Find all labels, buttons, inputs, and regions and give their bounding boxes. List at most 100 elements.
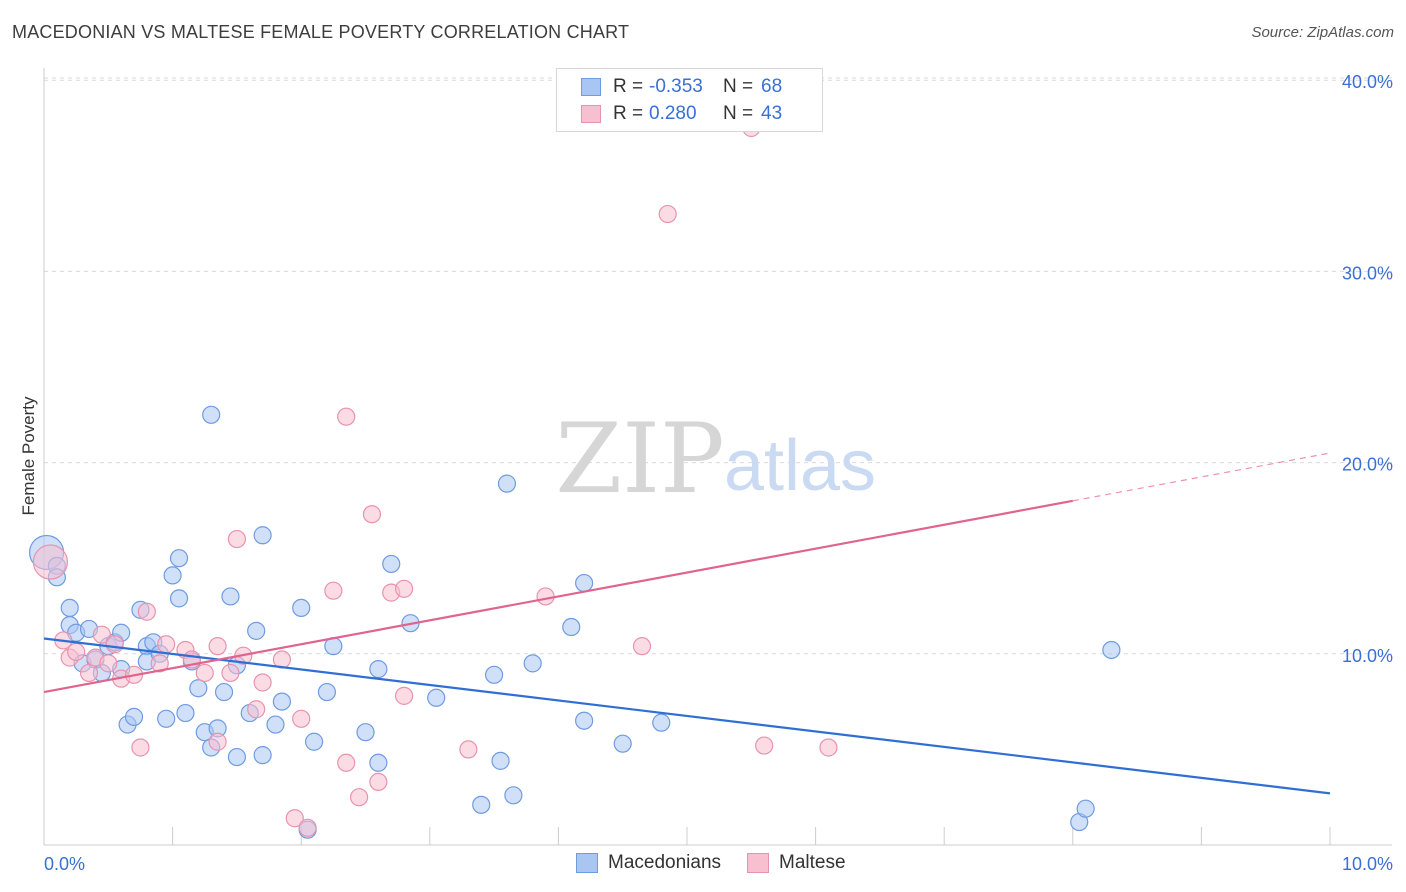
legend-r-label: R = [613, 103, 644, 124]
macedonians-point [369, 753, 388, 772]
maltese-point [755, 736, 774, 755]
bottom-legend: Macedonians Maltese [576, 852, 872, 874]
macedonians-point [169, 549, 189, 568]
maltese-trend-extension [1072, 452, 1331, 502]
macedonians-point [272, 692, 292, 711]
macedonians-point [317, 682, 337, 702]
y-tick-label: 10.0% [1342, 646, 1393, 666]
legend-box: R = -0.353 N = 68 R = 0.280 N = 43 [556, 68, 823, 132]
maltese-point [394, 579, 414, 598]
maltese-point [195, 663, 214, 683]
macedonians-point [504, 786, 523, 805]
maltese-point [208, 732, 227, 751]
macedonians-point [356, 723, 375, 742]
macedonians-point [652, 713, 671, 732]
macedonians-point [247, 621, 266, 640]
macedonians-point [227, 747, 246, 767]
macedonians-point [253, 746, 272, 765]
maltese-point [349, 788, 369, 807]
macedonians-point [214, 682, 234, 702]
maltese-point [67, 642, 86, 661]
legend-r-value: 0.280 [649, 103, 697, 124]
macedonians-point [472, 795, 491, 814]
maltese-point [394, 686, 414, 705]
maltese-point [32, 544, 69, 580]
maltese-point [150, 654, 169, 673]
legend-n-label: N = [723, 76, 754, 97]
legend-swatch-maltese [581, 105, 601, 123]
legend-swatch-macedonians [581, 78, 601, 96]
bottom-legend-swatch-maltese [747, 853, 770, 873]
macedonians-point [497, 474, 517, 493]
bottom-legend-maltese: Maltese [747, 852, 846, 874]
macedonians-point [575, 711, 594, 730]
macedonians-point [575, 573, 594, 593]
y-tick-label: 30.0% [1342, 263, 1393, 283]
macedonians-point [124, 707, 144, 726]
maltese-point [253, 673, 272, 692]
maltese-point [221, 663, 240, 683]
bottom-legend-label-maltese: Maltese [779, 852, 846, 873]
legend-n-value: 68 [761, 76, 783, 97]
x-tick-label: 0.0% [44, 854, 85, 874]
legend-r-label: R = [613, 76, 644, 97]
bottom-legend-swatch-macedonians [576, 853, 598, 873]
macedonians-point [221, 587, 240, 606]
bottom-legend-label-macedonians: Macedonians [608, 852, 722, 873]
macedonians-point [253, 526, 272, 545]
watermark-zip: ZIP [555, 403, 724, 515]
legend-n-label: N = [723, 103, 754, 124]
chart-title: MACEDONIAN VS MALTESE FEMALE POVERTY COR… [12, 22, 630, 42]
maltese-point [131, 738, 150, 757]
trend-lines [43, 452, 1331, 795]
macedonians-point [176, 703, 195, 723]
maltese-point [362, 505, 382, 524]
maltese-point [298, 818, 317, 837]
maltese-point [337, 407, 356, 426]
watermark-atlas: atlas [724, 426, 876, 506]
legend-r-value: -0.353 [649, 76, 703, 97]
tick-labels: 10.0% 20.0% 30.0% 40.0% 0.0% 10.0% [44, 72, 1393, 874]
macedonians-point [485, 665, 504, 684]
maltese-point [658, 204, 677, 224]
macedonians-point [304, 732, 324, 751]
maltese-point [99, 654, 118, 673]
macedonians-point [163, 566, 182, 585]
maltese-point [208, 637, 227, 656]
macedonians-point [562, 617, 581, 637]
maltese-point [369, 772, 388, 792]
macedonians-trend-line [43, 637, 1331, 795]
macedonians-point [613, 734, 632, 753]
maltese-point [337, 753, 356, 772]
macedonians-point [169, 589, 189, 608]
macedonians-point [1102, 640, 1121, 660]
legend-n-value: 43 [761, 103, 783, 124]
macedonians-point [157, 709, 176, 728]
maltese-point [105, 635, 124, 654]
macedonians-point [1076, 799, 1095, 818]
maltese-point [227, 529, 246, 549]
macedonians-point [266, 715, 285, 734]
macedonians-point [427, 688, 446, 707]
macedonians-point [202, 405, 221, 424]
watermark: ZIP atlas [555, 403, 876, 515]
y-tick-label: 20.0% [1342, 455, 1393, 475]
maltese-point [247, 700, 266, 719]
maltese-point [92, 625, 111, 644]
source-label: Source: ZipAtlas.com [1251, 24, 1394, 41]
y-tick-label: 40.0% [1342, 72, 1393, 92]
macedonians-point [292, 598, 311, 618]
x-tick-label: 10.0% [1342, 854, 1393, 874]
maltese-point [292, 709, 311, 728]
maltese-point [324, 581, 343, 600]
bottom-legend-macedonians: Macedonians [576, 852, 721, 874]
maltese-point [157, 635, 176, 654]
macedonians-point [382, 554, 401, 574]
legend-row-macedonians: R = -0.353 N = 68 [581, 75, 782, 99]
maltese-point [536, 587, 555, 606]
y-axis-label: Female Poverty [19, 396, 38, 516]
macedonians-point [491, 751, 510, 770]
maltese-point [285, 809, 304, 828]
maltese-point [459, 740, 478, 759]
